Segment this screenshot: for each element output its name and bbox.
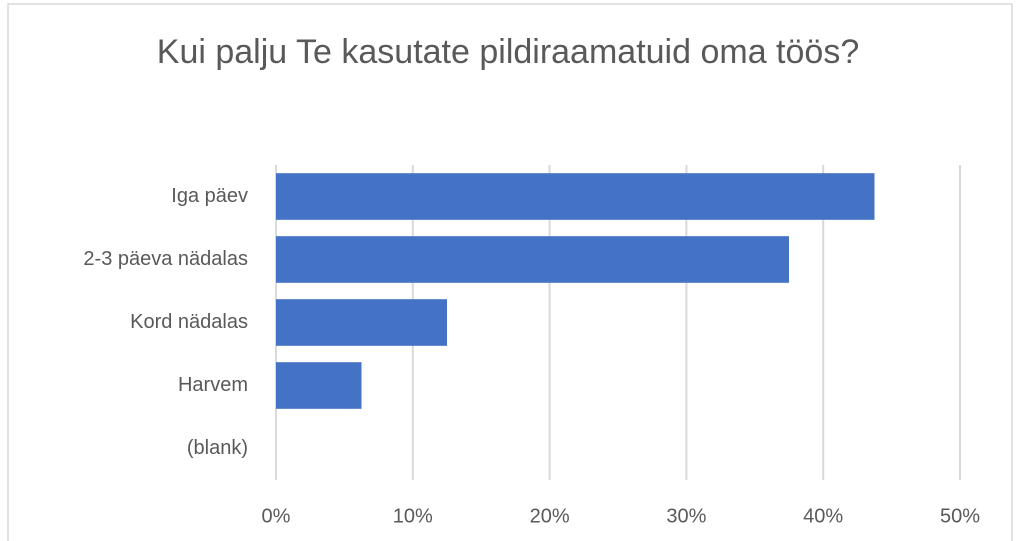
x-tick-label: 30% [666,505,706,527]
chart-border [7,3,1013,541]
x-tick-label: 0% [262,505,291,527]
x-tick-label: 10% [393,505,433,527]
bar [276,173,875,220]
y-tick-label: Iga päev [171,185,248,207]
x-tick-label: 40% [803,505,843,527]
bar [276,362,362,409]
y-tick-label: 2-3 päeva nädalas [83,248,248,270]
x-tick-label: 50% [940,505,980,527]
y-tick-label: Harvem [178,374,248,396]
bar [276,236,789,283]
x-tick-label: 20% [530,505,570,527]
chart-title: Kui palju Te kasutate pildiraamatuid oma… [156,33,860,71]
y-tick-label: Kord nädalas [130,311,248,333]
y-tick-label: (blank) [187,437,248,459]
bar [276,299,447,346]
